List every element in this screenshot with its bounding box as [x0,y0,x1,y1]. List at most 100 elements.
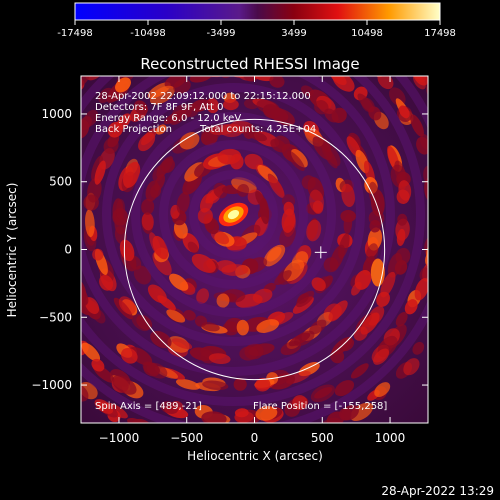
emission-blob [187,241,199,254]
emission-blob [430,306,455,337]
emission-blob [321,144,338,169]
emission-blob [81,383,89,402]
emission-blob [2,115,24,145]
emission-blob [454,215,469,238]
emission-blob [279,434,294,448]
emission-blob [112,375,137,395]
emission-blob [312,200,324,214]
emission-blob [455,160,470,175]
emission-blob [197,208,213,224]
emission-blob [38,137,52,156]
sidelobe-lane [158,140,308,290]
x-axis-label: Heliocentric X (arcsec) [187,449,323,463]
emission-blob [239,346,259,361]
emission-blob [6,140,21,160]
emission-blob [428,187,442,210]
emission-blob [94,160,106,185]
emission-blob [201,43,216,53]
colorbar-tick-label: 17498 [424,28,456,39]
emission-blob [149,85,175,105]
emission-blob [398,105,410,119]
x-tick-label: 1000 [375,431,406,445]
emission-blob [330,76,344,81]
emission-blob [18,89,39,114]
emission-blob [91,358,105,372]
emission-blob [310,384,335,403]
emission-blob [455,166,470,194]
emission-blob [47,351,65,370]
emission-blob [416,136,428,155]
emission-blob [94,399,114,414]
emission-blob [189,347,214,361]
y-axis-label: Heliocentric Y (arcsec) [5,183,19,318]
emission-blob [24,186,37,203]
emission-blob [176,191,190,215]
emission-blob [427,217,428,246]
annotation-method: Back Projection [95,124,172,135]
emission-blob [404,299,418,315]
emission-blob [61,37,85,60]
emission-blob [459,202,468,225]
emission-blob [329,38,347,56]
emission-blob [60,153,73,168]
y-tick-label: −500 [39,310,72,324]
emission-blob [368,181,380,205]
emission-blob [187,41,203,53]
emission-blob [298,0,319,2]
emission-blob [398,180,412,201]
emission-blob [136,315,153,330]
emission-blob [426,87,446,107]
emission-blob [202,380,229,391]
emission-blob [133,265,152,285]
emission-blob [234,411,254,423]
emission-blob [81,119,90,139]
emission-blob [92,248,104,261]
emission-blob [118,296,136,315]
emission-blob [27,187,42,204]
emission-blob [396,228,406,246]
emission-blob [194,315,208,327]
sidelobe-lane [81,76,395,376]
emission-blob [216,293,230,308]
emission-blob [179,132,200,150]
chart-title: Reconstructed RHESSI Image [140,55,359,73]
emission-blob [369,219,381,233]
emission-blob [224,40,249,51]
emission-blob [196,288,209,304]
emission-blob [334,380,355,397]
emission-blob [81,76,90,88]
emission-blob [183,309,196,321]
emission-blob [455,182,469,210]
emission-blob [114,214,127,235]
emission-blob [40,284,59,304]
y-tick-label: 0 [64,243,72,257]
emission-blob [433,94,449,111]
emission-blob [374,382,391,398]
emission-blob [0,151,13,171]
emission-blob [54,218,69,241]
emission-blob [441,294,459,311]
emission-blob [33,147,54,172]
emission-blob [8,113,31,142]
emission-blob [23,200,34,228]
emission-blob [445,282,462,309]
emission-blob [394,260,408,275]
emission-blob [58,322,77,342]
emission-blob [35,340,55,363]
emission-blob [47,46,74,74]
y-tick-label: −1000 [31,378,72,392]
emission-blob [424,177,428,203]
emission-blob [83,194,99,211]
sidelobe-lane [81,76,425,406]
emission-blob [27,191,38,217]
emission-blob [31,254,47,277]
emission-blob [37,69,55,88]
emission-blob [262,105,289,122]
emission-blob [171,338,193,350]
annotation-flare-position: Flare Position = [-155,258] [253,401,387,412]
y-axis-ticks: −1000 −500 0 500 1000 [31,107,428,392]
colorbar-gradient [74,2,441,21]
colorbar-tick-label: -10498 [130,28,165,39]
emission-blob [91,46,121,74]
emission-blob [81,342,101,362]
